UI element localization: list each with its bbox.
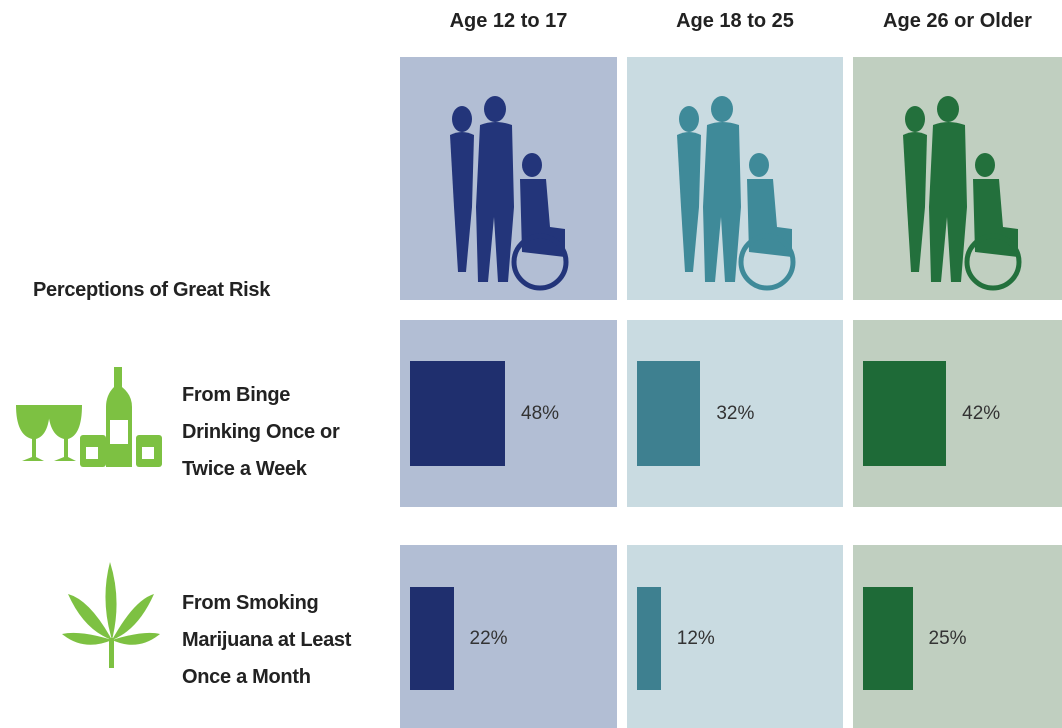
bar	[863, 587, 913, 690]
column-header: Age 26 or Older	[883, 10, 1032, 32]
column-header: Age 18 to 25	[676, 10, 794, 32]
row-label: From Smoking Marijuana at Least Once a M…	[182, 592, 352, 688]
column-header: Age 12 to 17	[449, 10, 568, 32]
value-label: 32%	[716, 402, 755, 424]
value-label: 25%	[928, 627, 967, 649]
value-label: 22%	[469, 627, 508, 649]
people-silhouette	[450, 96, 569, 291]
chart-title: Perceptions of Great Risk	[33, 279, 271, 301]
value-label: 42%	[962, 402, 1001, 424]
people-silhouette	[903, 96, 1022, 291]
bar	[410, 361, 506, 466]
photo-panel	[400, 57, 617, 300]
row-label: From Binge Drinking Once or Twice a Week	[182, 384, 340, 480]
row-panel	[627, 545, 843, 728]
bar	[637, 587, 661, 690]
bar	[637, 361, 701, 466]
value-label: 12%	[676, 627, 715, 649]
drinking-icon	[16, 367, 162, 467]
bar	[863, 361, 947, 466]
photo-panel	[627, 57, 843, 300]
marijuana-icon	[62, 562, 160, 668]
photo-panel	[853, 57, 1062, 300]
people-silhouette	[677, 96, 796, 291]
value-label: 48%	[521, 402, 560, 424]
bar	[410, 587, 454, 690]
